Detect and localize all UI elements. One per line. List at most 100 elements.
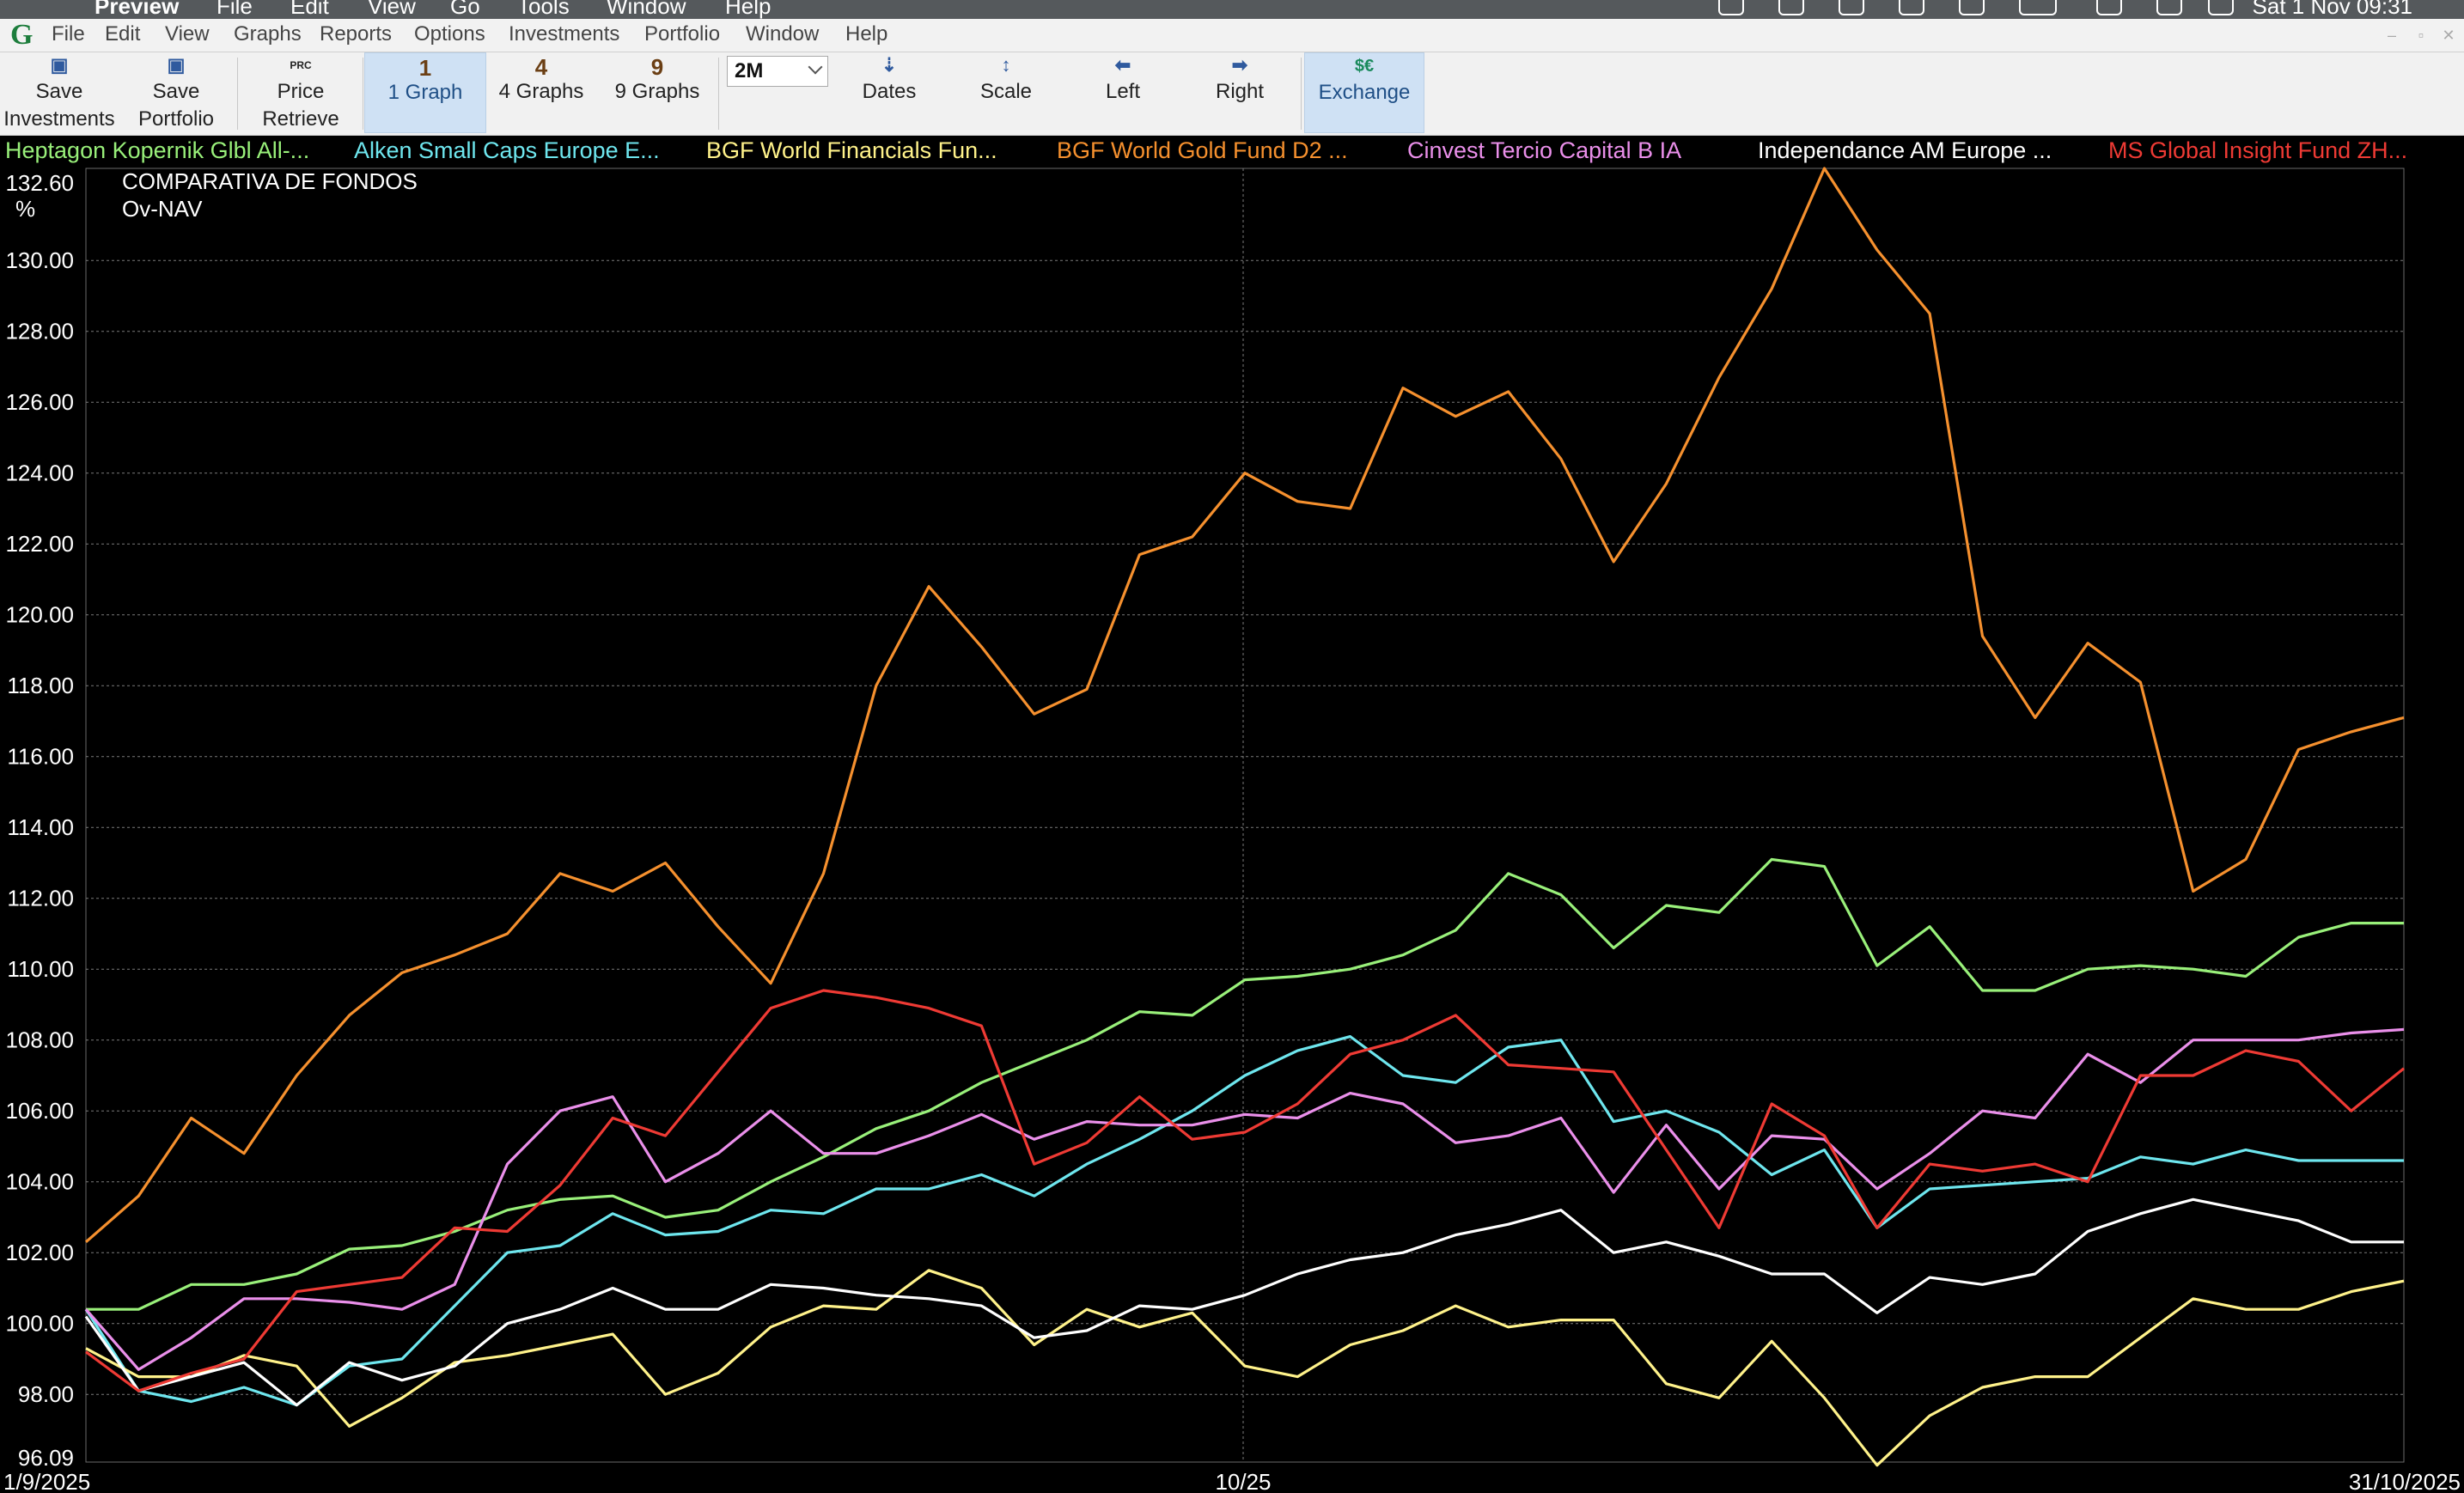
exchange-button[interactable]: $€ Exchange bbox=[1304, 52, 1424, 133]
os-clock[interactable]: Sat 1 Nov 09:31 bbox=[2252, 0, 2412, 19]
minimize-icon[interactable]: – bbox=[2387, 27, 2396, 44]
chart-grid bbox=[85, 168, 2405, 1463]
currency-exchange-icon: $€ bbox=[1354, 57, 1375, 76]
series-line bbox=[84, 167, 2405, 1244]
os-menu-window[interactable]: Window bbox=[607, 0, 686, 19]
y-tick-label: 126.00 bbox=[5, 389, 74, 415]
series-line bbox=[86, 857, 2404, 1311]
wifi-icon[interactable] bbox=[1718, 0, 1744, 15]
y-axis-unit: % bbox=[15, 196, 36, 222]
y-tick-label: 108.00 bbox=[5, 1027, 74, 1053]
nine-graphs-button[interactable]: 9 9 Graphs bbox=[614, 54, 700, 103]
save-portfolio-button[interactable]: ▣ Save Portfolio bbox=[129, 52, 223, 135]
moon-icon[interactable] bbox=[1899, 0, 1924, 15]
legend-item[interactable]: MS Global Insight Fund ZH... bbox=[2108, 137, 2408, 163]
toolbar-separator bbox=[1301, 58, 1302, 130]
y-tick-label: 122.00 bbox=[5, 531, 74, 557]
os-menu-view[interactable]: View bbox=[368, 0, 416, 19]
toolbar-separator bbox=[718, 58, 719, 130]
scale-button[interactable]: ↕ Scale bbox=[959, 52, 1053, 135]
legend-item[interactable]: Independance AM Europe ... bbox=[1758, 137, 2052, 163]
y-tick-label: 132.60 bbox=[5, 170, 74, 196]
os-menu-edit[interactable]: Edit bbox=[290, 0, 329, 19]
os-menu-bar: Preview File Edit View Go Tools Window H… bbox=[0, 0, 2464, 19]
arrow-left-icon: ⬅ bbox=[1114, 54, 1131, 76]
y-tick-label: 116.00 bbox=[7, 744, 74, 770]
chart-area[interactable]: 132.60 130.00 128.00 126.00 124.00 122.00 120.… bbox=[0, 165, 2464, 1493]
os-menu-help[interactable]: Help bbox=[725, 0, 772, 19]
menu-edit[interactable]: Edit bbox=[105, 22, 141, 46]
y-tick-label: 98.00 bbox=[18, 1381, 74, 1407]
y-tick-label: 112.00 bbox=[7, 886, 74, 911]
os-menu-tools[interactable]: Tools bbox=[517, 0, 570, 19]
y-tick-label: 96.09 bbox=[18, 1445, 74, 1471]
four-graphs-button[interactable]: 4 4 Graphs bbox=[498, 54, 584, 103]
wifi-status-icon[interactable] bbox=[2096, 0, 2122, 15]
spotlight-icon[interactable] bbox=[2156, 0, 2182, 15]
left-button[interactable]: ⬅ Left bbox=[1076, 52, 1170, 135]
line-chart[interactable]: 132.60 130.00 128.00 126.00 124.00 122.00 120.… bbox=[0, 165, 2464, 1493]
app-logo-icon: G bbox=[10, 19, 34, 51]
y-tick-label: 118.00 bbox=[7, 673, 74, 698]
menu-view[interactable]: View bbox=[165, 22, 210, 46]
legend-item[interactable]: BGF World Financials Fun... bbox=[706, 137, 997, 163]
y-tick-label: 130.00 bbox=[5, 247, 74, 273]
os-app-name[interactable]: Preview bbox=[95, 0, 180, 19]
series-line bbox=[84, 1027, 2405, 1371]
menu-help[interactable]: Help bbox=[845, 22, 888, 46]
arrow-right-icon: ➡ bbox=[1231, 54, 1248, 76]
focus-icon[interactable] bbox=[1839, 0, 1864, 15]
menu-options[interactable]: Options bbox=[414, 22, 485, 46]
plot-frame bbox=[85, 168, 2405, 1463]
os-menu-go[interactable]: Go bbox=[450, 0, 480, 19]
y-tick-label: 120.00 bbox=[5, 602, 74, 628]
menu-portfolio[interactable]: Portfolio bbox=[644, 22, 721, 46]
y-tick-label: 106.00 bbox=[5, 1098, 74, 1124]
y-tick-label: 128.00 bbox=[5, 319, 74, 344]
chart-title: COMPARATIVA DE FONDOS bbox=[122, 168, 418, 194]
floppy-disk-icon: ▣ bbox=[50, 54, 69, 76]
chevron-down-icon bbox=[808, 59, 823, 75]
floppy-disk-icon: ▣ bbox=[167, 54, 186, 76]
y-tick-label: 124.00 bbox=[5, 460, 74, 486]
legend-item[interactable]: Cinvest Tercio Capital B IA bbox=[1407, 137, 1682, 163]
series-line bbox=[84, 1034, 2404, 1407]
dates-icon: ⇣ bbox=[881, 54, 898, 76]
control-center-icon[interactable] bbox=[2208, 0, 2234, 15]
toolbar: ▣ Save Investments ▣ Save Portfolio PRC … bbox=[0, 52, 2464, 136]
x-tick-label: 1/9/2025 bbox=[3, 1469, 90, 1493]
bluetooth-icon[interactable] bbox=[1959, 0, 1985, 15]
dates-button[interactable]: ⇣ Dates bbox=[842, 52, 936, 135]
menu-file[interactable]: File bbox=[52, 22, 85, 46]
save-investments-button[interactable]: ▣ Save Investments bbox=[0, 52, 119, 135]
right-button[interactable]: ➡ Right bbox=[1192, 52, 1287, 135]
toolbar-separator bbox=[237, 58, 238, 130]
legend-item[interactable]: BGF World Gold Fund D2 ... bbox=[1057, 137, 1348, 163]
chart-legend: Heptagon Kopernik Glbl All-... Alken Sma… bbox=[0, 136, 2464, 165]
series-line bbox=[84, 1197, 2404, 1407]
battery-icon[interactable] bbox=[2019, 0, 2057, 15]
legend-item[interactable]: Alken Small Caps Europe E... bbox=[354, 137, 660, 163]
menu-window[interactable]: Window bbox=[746, 22, 820, 46]
one-graph-button[interactable]: 1 1 Graph bbox=[364, 52, 486, 133]
chart-subtitle: Ov-NAV bbox=[122, 196, 203, 222]
menu-investments[interactable]: Investments bbox=[509, 22, 620, 46]
period-select[interactable]: 2M bbox=[727, 56, 828, 87]
x-tick-label: 31/10/2025 bbox=[2349, 1469, 2461, 1493]
menu-reports[interactable]: Reports bbox=[320, 22, 393, 46]
app-menu-bar: G File Edit View Graphs Reports Options … bbox=[0, 19, 2464, 52]
legend-item[interactable]: Heptagon Kopernik Glbl All-... bbox=[5, 137, 310, 163]
series-line bbox=[85, 989, 2406, 1392]
price-retrieve-button[interactable]: PRC Price Retrieve bbox=[249, 52, 352, 135]
y-tick-label: 104.00 bbox=[5, 1169, 74, 1195]
y-tick-label: 102.00 bbox=[5, 1240, 74, 1265]
chart-axis-labels: 132.60 130.00 128.00 126.00 124.00 122.00 120.… bbox=[3, 170, 2461, 1493]
close-icon[interactable]: ✕ bbox=[2442, 27, 2455, 44]
display-icon[interactable] bbox=[1778, 0, 1804, 15]
price-retrieve-icon: PRC bbox=[290, 59, 312, 71]
series-line bbox=[85, 1269, 2405, 1467]
scale-icon: ↕ bbox=[1001, 54, 1011, 76]
restore-icon[interactable]: ▫ bbox=[2418, 27, 2424, 44]
os-menu-file[interactable]: File bbox=[217, 0, 253, 19]
menu-graphs[interactable]: Graphs bbox=[234, 22, 302, 46]
